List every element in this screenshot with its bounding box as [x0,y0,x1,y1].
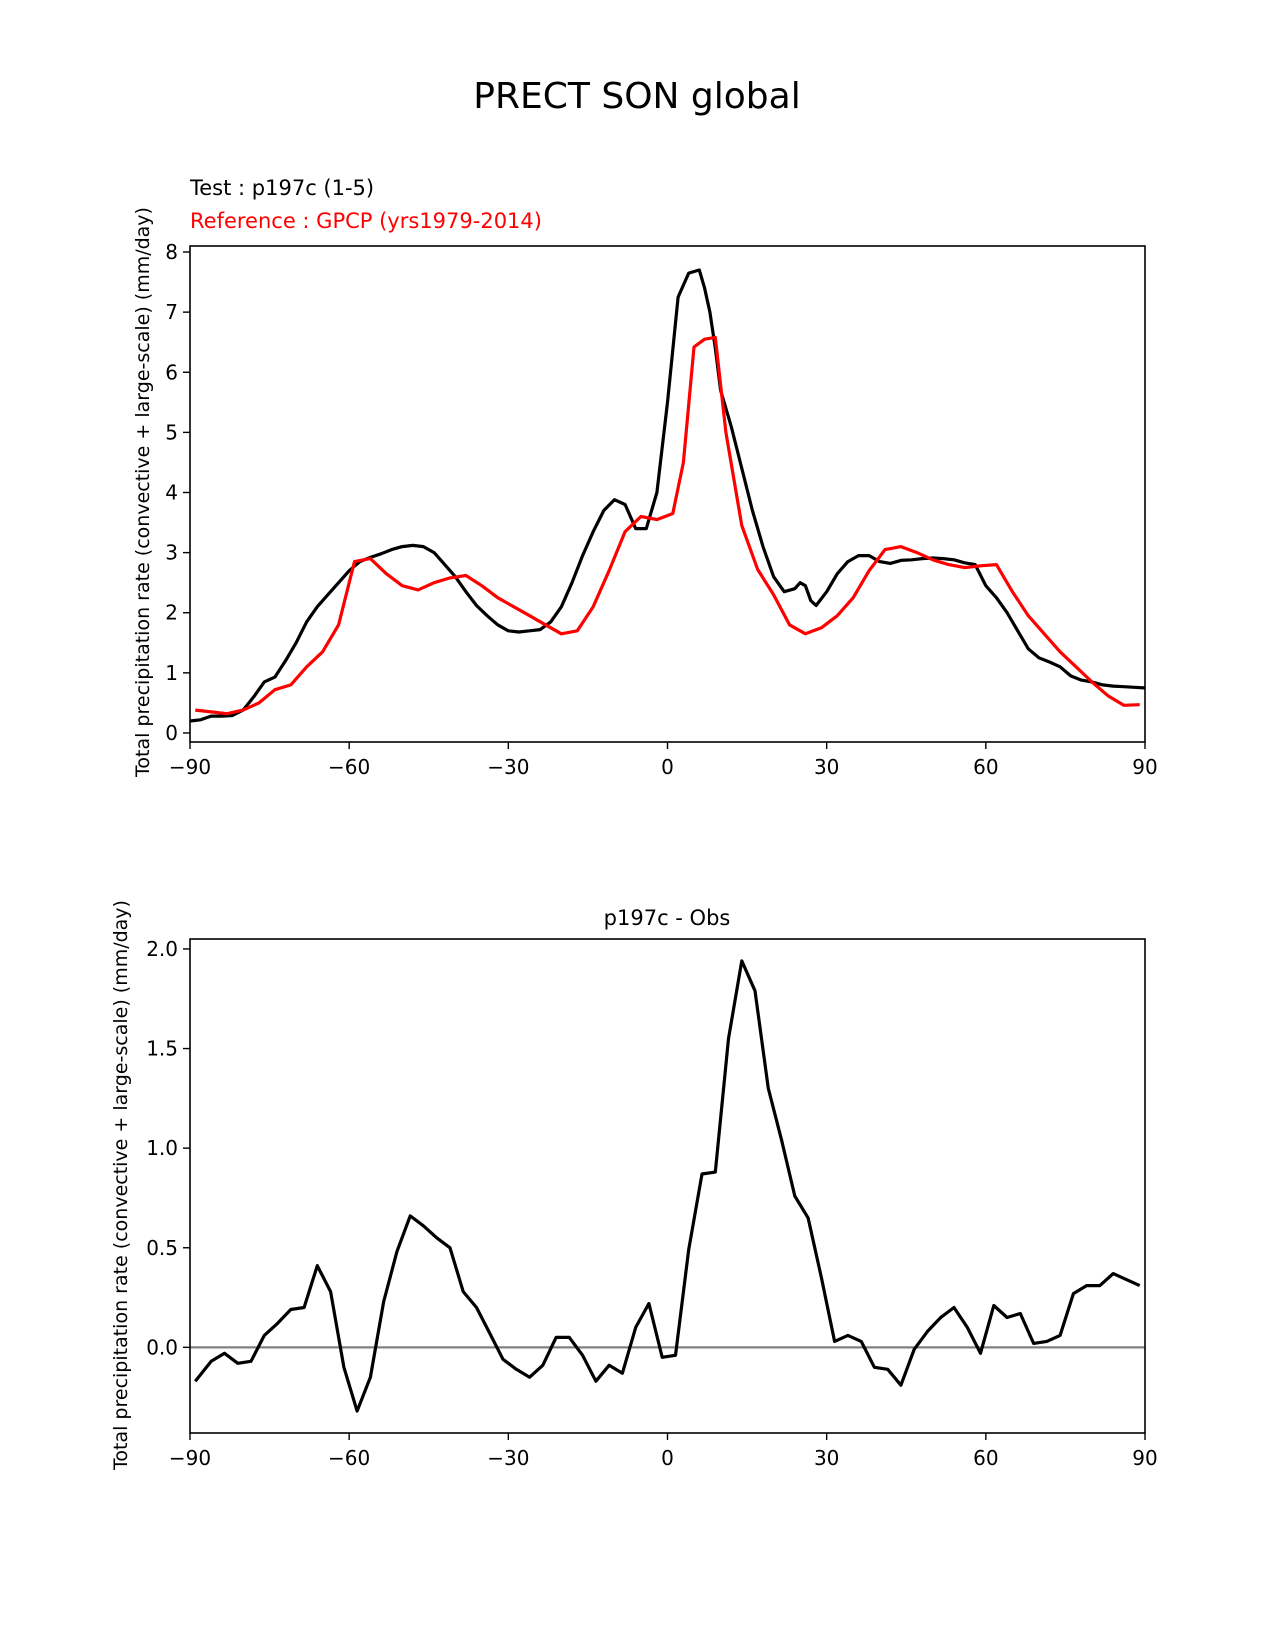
x-tick-label: 60 [973,1446,998,1470]
x-tick-label: 90 [1132,755,1157,779]
x-tick-label: 30 [814,1446,839,1470]
reference-label: Reference : GPCP (yrs1979-2014) [190,209,542,233]
y-tick-label: 6 [165,360,178,384]
y-tick-label: 3 [165,541,178,565]
y-tick-label: 8 [165,240,178,264]
plot-frame [189,245,1146,743]
x-tick-label: 0 [661,755,674,779]
x-tick-label: 90 [1132,1446,1157,1470]
y-axis-label: Total precipitation rate (convective + l… [110,900,132,1471]
y-tick-label: 0.5 [146,1236,178,1260]
tick-layer: −90 −60 −30 0 30 60 90 0 1 2 3 4 5 6 7 8 [165,240,1157,779]
figure-title: PRECT SON global [473,76,800,117]
x-tick-label: −60 [328,1446,370,1470]
test-series-line [194,959,1141,1413]
reference-series-line [195,335,1140,716]
y-tick-label: 2 [165,601,178,625]
x-tick-label: 0 [661,1446,674,1470]
y-tick-label: 1 [165,661,178,685]
y-tick-label: 4 [165,480,178,504]
x-tick-label: −90 [169,1446,211,1470]
plot-frame [189,938,1146,1434]
y-tick-label: 0 [165,721,178,745]
x-tick-label: −30 [487,755,529,779]
series-layer [189,268,1146,723]
y-tick-label: 1.5 [146,1037,178,1061]
x-tick-label: −90 [169,755,211,779]
y-tick-label: 5 [165,420,178,444]
test-series-line [189,268,1146,723]
x-tick-label: 60 [973,755,998,779]
y-tick-label: 0.0 [146,1335,178,1359]
x-tick-label: 30 [814,755,839,779]
difference-panel: p197c - Obs Total precipitation rate (co… [110,900,1158,1471]
x-tick-label: −60 [328,755,370,779]
test-label: Test : p197c (1-5) [189,176,374,200]
profile-panel: Test : p197c (1-5) Reference : GPCP (yrs… [132,176,1158,779]
y-axis-label: Total precipitation rate (convective + l… [132,207,154,778]
series-layer [194,959,1141,1413]
y-tick-label: 1.0 [146,1136,178,1160]
tick-layer: −90 −60 −30 0 30 60 90 0.0 0.5 1.0 1.5 2.0 [146,937,1158,1470]
x-tick-label: −30 [487,1446,529,1470]
y-tick-label: 7 [165,300,178,324]
y-tick-label: 2.0 [146,937,178,961]
difference-title: p197c - Obs [604,906,731,930]
